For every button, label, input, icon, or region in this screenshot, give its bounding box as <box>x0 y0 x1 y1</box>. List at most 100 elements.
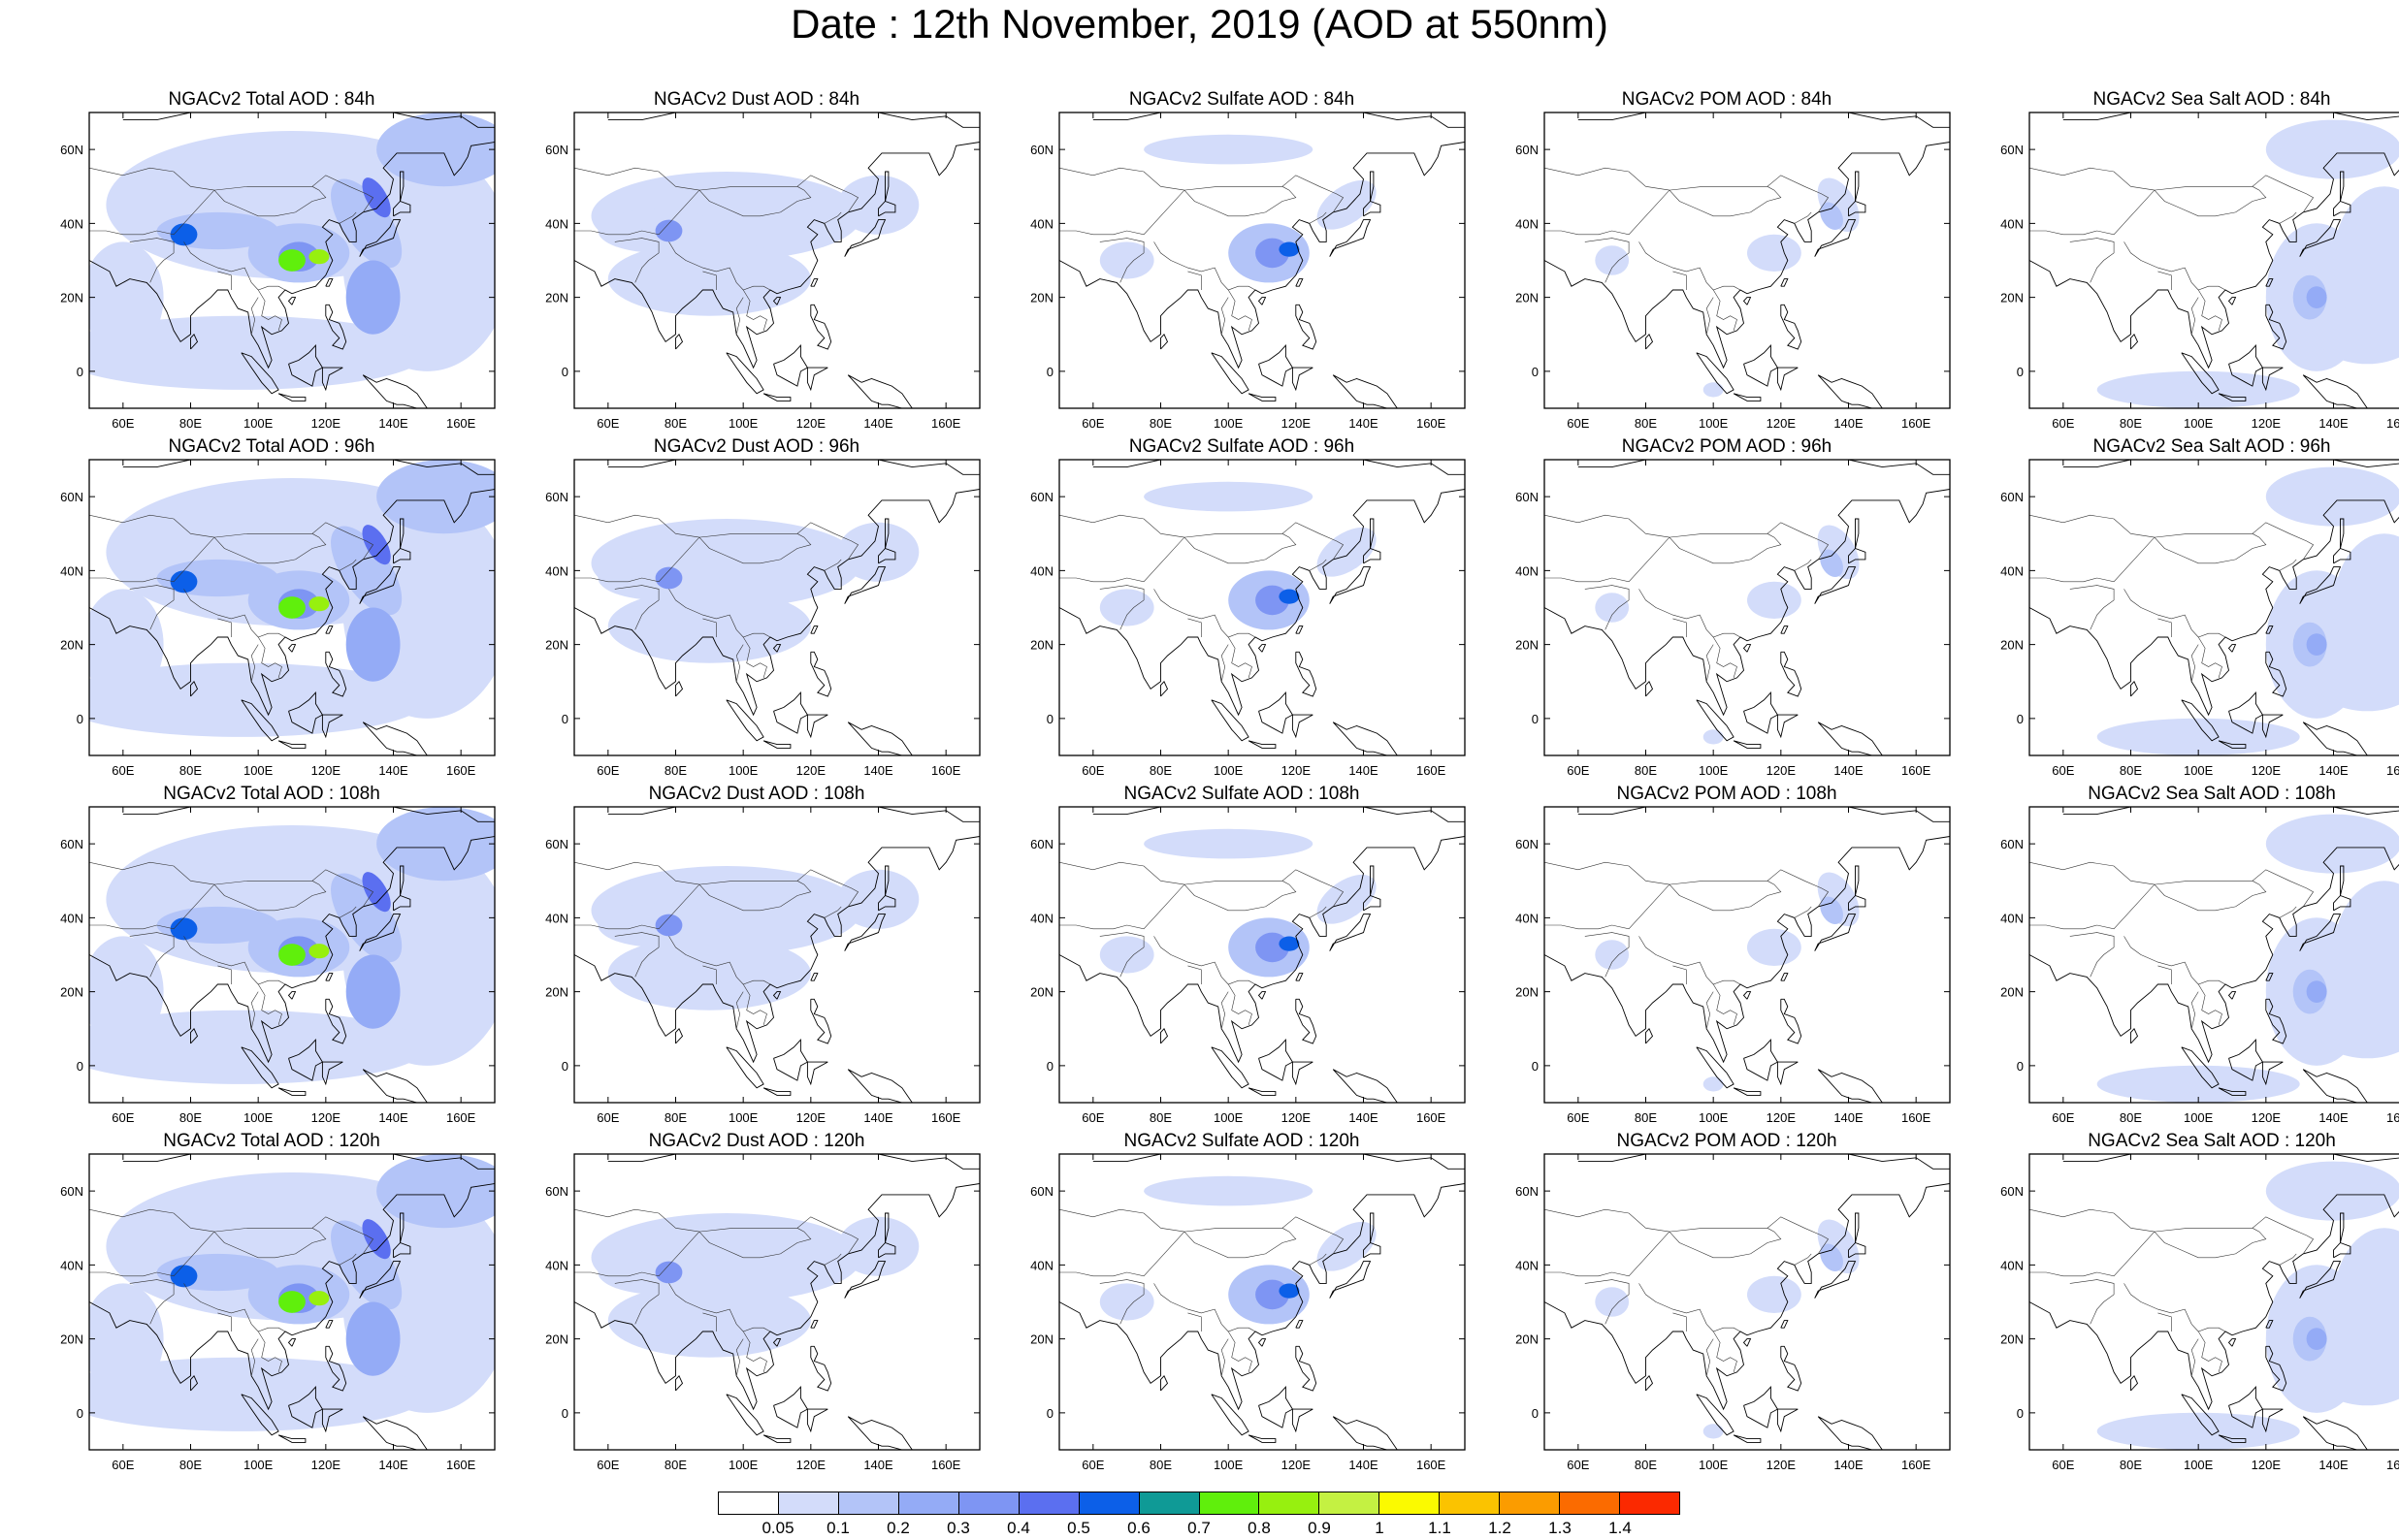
coastline <box>773 1386 809 1428</box>
border-line <box>213 533 327 564</box>
lon-tick-label: 140E <box>2318 1458 2349 1472</box>
colorbar-labels: 0.05 0.1 0.2 0.3 0.4 0.5 0.6 0.7 0.8 0.9 1 1.1 1.2 1.… <box>718 1515 1680 1537</box>
border-line <box>824 906 842 918</box>
panel-title: NGACv2 Sea Salt AOD : 96h <box>2092 436 2331 457</box>
border-line <box>1183 1228 1297 1259</box>
panel-title: NGACv2 Sulfate AOD : 108h <box>1123 784 1360 804</box>
aod-plume <box>2317 652 2399 712</box>
border-line <box>1712 636 1737 678</box>
coastline <box>1257 644 1267 653</box>
border-line <box>1059 1208 1184 1233</box>
border-line <box>735 644 744 682</box>
aod-plume <box>655 1261 683 1284</box>
border-line <box>735 1338 744 1376</box>
coastline <box>2302 722 2368 755</box>
coastline <box>726 1394 764 1436</box>
lon-tick-label: 100E <box>1214 1110 1244 1125</box>
coastline <box>1855 1212 1860 1243</box>
border-line <box>2190 644 2199 682</box>
aod-plume <box>2096 1412 2300 1450</box>
map-frame <box>1058 1153 1466 1451</box>
coastline <box>847 374 913 408</box>
aod-plume <box>170 1265 198 1288</box>
coastlines <box>2029 807 2399 1103</box>
coastline <box>844 1261 887 1299</box>
coastline <box>847 722 913 755</box>
border-line <box>1669 533 1782 564</box>
coastline <box>277 1087 307 1096</box>
aerosol-field <box>591 519 920 663</box>
coastline <box>1370 1212 1375 1243</box>
coastline <box>810 998 832 1044</box>
lat-tick-label: 60N <box>545 490 568 504</box>
lon-tick-label: 160E <box>1901 1110 1931 1125</box>
aod-plume <box>89 936 164 1047</box>
coastlines <box>2029 1154 2399 1450</box>
panel-title: NGACv2 Sulfate AOD : 96h <box>1128 436 1355 457</box>
lat-tick-label: 40N <box>1030 911 1054 925</box>
aod-map: 60E 80E 100E 120E 140E 160E 60N 40N 20N 0 <box>60 1153 496 1472</box>
aod-plume <box>278 249 306 272</box>
border-line <box>129 932 175 978</box>
lat-tick-label: 60N <box>1515 1184 1539 1199</box>
lon-tick-label: 60E <box>112 1110 134 1125</box>
lon-tick-label: 140E <box>378 1458 408 1472</box>
coastline <box>1742 297 1752 305</box>
coastline <box>885 1212 890 1243</box>
coastline <box>122 112 191 121</box>
map-frame <box>88 806 496 1104</box>
aod-plume <box>655 914 683 937</box>
colorbar-swatch <box>1019 1492 1080 1514</box>
colorbar-swatch <box>1500 1492 1561 1514</box>
coastline <box>1329 1261 1372 1299</box>
coastlines <box>574 807 980 1103</box>
border-line <box>1059 167 1184 191</box>
aod-plume <box>89 315 428 390</box>
lon-tick-label: 140E <box>1833 1458 1864 1472</box>
border-line <box>668 1283 771 1332</box>
border-line <box>824 1253 842 1266</box>
lon-tick-label: 60E <box>1567 763 1589 778</box>
coastline <box>772 1338 782 1347</box>
border-line <box>1584 238 1630 283</box>
aod-map: 60E 80E 100E 120E 140E 160E 60N 40N 20N 0 <box>60 459 496 778</box>
border-line <box>217 618 232 637</box>
lat-tick-label: 20N <box>545 638 568 653</box>
map-panel: NGACv2 Sea Salt AOD : 84h 60E 80E 100E 120E 1… <box>1984 89 2399 436</box>
coastline <box>2333 807 2399 816</box>
lat-tick-label: 0 <box>1047 1059 1054 1074</box>
lon-tick-label: 60E <box>2052 763 2074 778</box>
aerosol-field <box>1595 1219 1860 1439</box>
aerosol-field <box>89 1154 495 1431</box>
coastline <box>1645 1374 1654 1392</box>
coastline <box>1092 460 1161 468</box>
country-borders <box>1544 861 1830 1029</box>
border-line <box>1220 991 1229 1029</box>
coastline <box>1059 1183 1465 1411</box>
coastline <box>321 1408 343 1433</box>
aerosol-field <box>89 807 495 1084</box>
colorbar-swatches <box>718 1492 1680 1515</box>
coastline <box>1363 1154 1465 1170</box>
coastline <box>2302 1416 2368 1450</box>
colorbar-swatch <box>958 1492 1020 1514</box>
lon-tick-label: 60E <box>112 416 134 431</box>
panel-title: NGACv2 Total AOD : 120h <box>163 1131 380 1151</box>
coastline <box>1160 1027 1169 1044</box>
coastline <box>607 807 676 816</box>
coastline <box>1742 991 1752 1000</box>
lat-tick-label: 0 <box>1047 365 1054 379</box>
aod-plume <box>655 566 683 590</box>
lat-tick-label: 0 <box>77 1406 83 1421</box>
lat-tick-label: 20N <box>60 985 83 1000</box>
aod-plume <box>1595 245 1630 275</box>
coastline <box>1855 171 1860 202</box>
coastline <box>2062 807 2131 816</box>
border-line <box>1669 186 1782 217</box>
border-line <box>698 533 812 564</box>
coastline <box>2261 1061 2284 1086</box>
aod-plume <box>1820 1243 1843 1272</box>
lat-tick-label: 0 <box>1047 712 1054 726</box>
border-line <box>1153 241 1256 291</box>
coastline <box>277 740 307 749</box>
